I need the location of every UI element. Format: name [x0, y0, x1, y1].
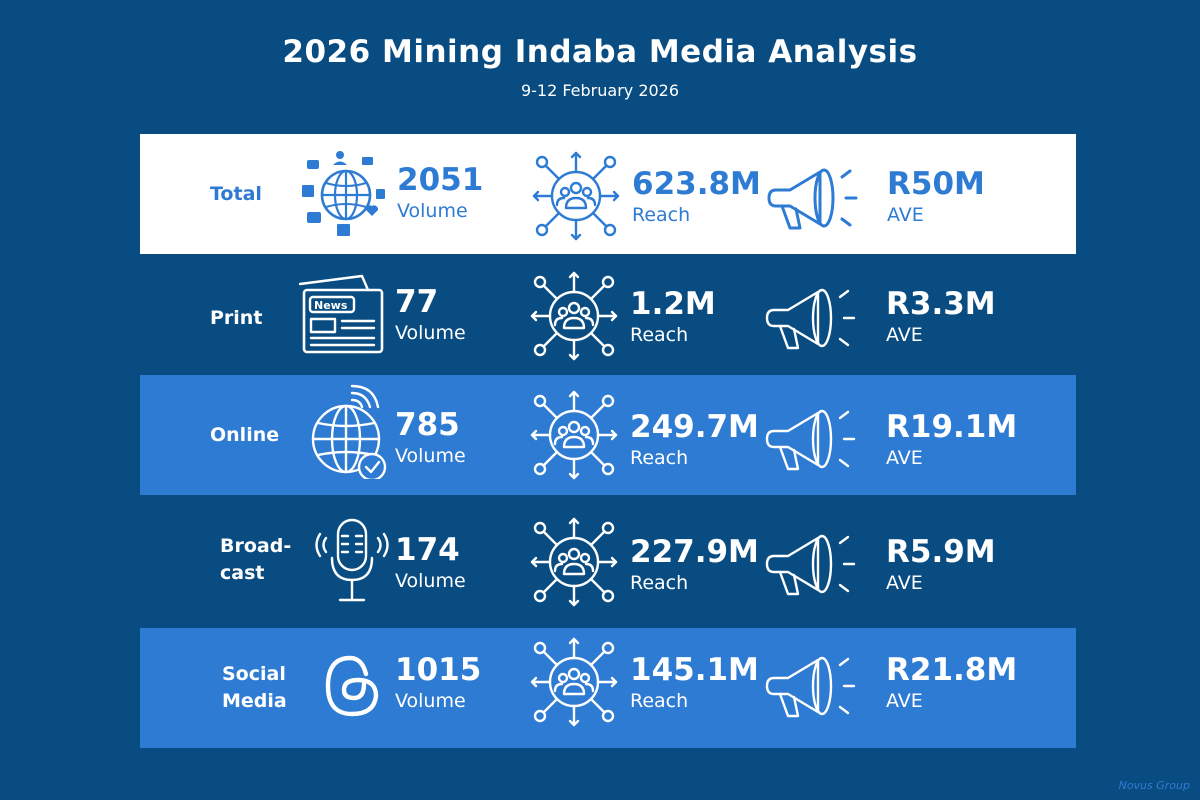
ave-metric: R50M AVE	[887, 166, 985, 226]
row-label: Online	[210, 423, 280, 446]
row-print: Print News 77 Volume	[140, 258, 1076, 378]
reach-metric: 145.1M Reach	[630, 652, 759, 712]
row-label: Broad-cast	[220, 535, 292, 584]
globe-wifi-icon	[306, 383, 398, 479]
newspaper-icon: News	[290, 270, 386, 360]
social-globe-icon	[300, 148, 392, 240]
row-total: Total 2051 Volume	[140, 134, 1076, 254]
volume-metric: 77 Volume	[395, 284, 466, 344]
reach-network-icon	[526, 387, 622, 483]
megaphone-icon	[762, 516, 866, 602]
volume-metric: 785 Volume	[395, 407, 466, 467]
row-online: Online 785 Volume	[140, 375, 1076, 495]
reach-metric: 623.8M Reach	[632, 166, 761, 226]
ave-metric: R5.9M AVE	[886, 534, 996, 594]
page-subtitle: 9-12 February 2026	[520, 81, 680, 100]
volume-metric: 174 Volume	[395, 532, 466, 592]
volume-metric: 1015 Volume	[395, 652, 482, 712]
megaphone-icon	[762, 270, 866, 356]
footer-credit: Novus Group	[1118, 779, 1190, 792]
megaphone-icon	[762, 391, 866, 477]
ave-metric: R3.3M AVE	[886, 286, 996, 346]
row-label: Total	[210, 182, 262, 205]
threads-icon	[320, 650, 384, 722]
volume-metric: 2051 Volume	[397, 162, 484, 222]
reach-network-icon	[526, 514, 622, 610]
svg-text:News: News	[314, 299, 348, 312]
row-broadcast: Broad-cast 174 Volume	[140, 500, 1076, 620]
reach-metric: 1.2M Reach	[630, 286, 716, 346]
ave-metric: R19.1M AVE	[886, 409, 1018, 469]
megaphone-icon	[764, 150, 868, 236]
row-label: Social Media	[222, 663, 287, 712]
ave-metric: R21.8M AVE	[886, 652, 1018, 712]
megaphone-icon	[762, 638, 866, 724]
reach-metric: 249.7M Reach	[630, 409, 759, 469]
reach-network-icon	[528, 148, 624, 244]
reach-network-icon	[526, 268, 622, 364]
reach-metric: 227.9M Reach	[630, 534, 759, 594]
microphone-icon	[312, 514, 392, 606]
reach-network-icon	[526, 634, 622, 730]
row-label: Print	[210, 306, 263, 329]
page-title: 2026 Mining Indaba Media Analysis	[282, 34, 918, 70]
row-social-media: Social Media 1015 Volume 145.1M	[140, 628, 1076, 748]
